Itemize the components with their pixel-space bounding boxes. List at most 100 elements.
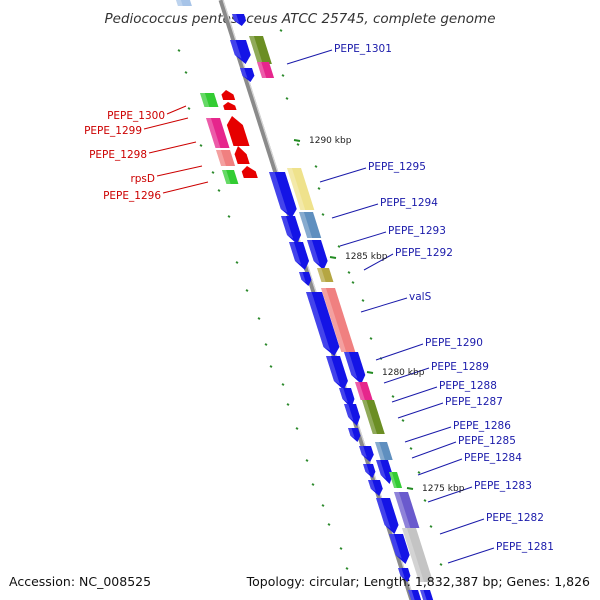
gc-tick [345,567,349,570]
forward-label-leader [411,441,457,459]
forward-label-leader [331,203,379,219]
forward-gene-label: PEPE_1288 [439,380,497,392]
gc-tick [439,563,443,566]
gc-tick [305,459,309,462]
forward-gene-label: PEPE_1287 [445,396,503,408]
forward-gene-label: PEPE_1286 [453,420,511,432]
forward-gene-arrow [398,568,411,582]
gc-tick [317,187,321,190]
gc-tick [177,49,181,52]
position-tick [406,487,414,490]
reverse-gene-label: PEPE_1300 [107,110,165,122]
gc-tick [199,144,203,147]
gc-tick [429,525,433,528]
forward-label-leader [397,402,444,419]
gc-tick [296,143,300,146]
forward-label-leader [447,547,495,564]
gc-tick [401,419,405,422]
reverse-gene-arrow [226,116,250,146]
position-tick [293,139,301,142]
position-label: 1285 kbp [345,252,388,262]
gc-tick [257,317,261,320]
forward-label-leader [427,486,473,503]
forward-gene-arrow [348,428,361,442]
accession-text: Accession: NC_008525 [9,574,151,589]
position-label: 1275 kbp [422,484,465,494]
forward-gene-label: PEPE_1290 [425,337,483,349]
forward-gene-arrow [376,460,393,484]
gc-tick [417,471,421,474]
topology-text: Topology: circular; Length: 1,832,387 bp… [246,574,590,589]
forward-label-leader [404,426,452,443]
gc-tick [321,213,325,216]
reverse-label-leader [143,117,189,130]
forward-gene-label: PEPE_1285 [458,435,516,447]
map-title: Pediococcus pentosaceus ATCC 25745, comp… [105,11,496,27]
reverse-gene-block [216,150,236,166]
gc-tick [314,165,318,168]
gene-block [176,0,192,6]
gc-tick [311,483,315,486]
forward-label-leader [383,367,430,384]
forward-label-leader [286,49,333,65]
forward-gene-arrow [306,292,340,356]
reverse-gene-block [222,170,239,184]
forward-gene-arrow [339,388,355,408]
forward-label-leader [363,253,394,271]
gc-tick [184,71,188,74]
forward-label-leader [417,458,463,476]
reverse-label-leader [156,165,203,177]
reverse-gene-label: PEPE_1296 [103,190,161,202]
gc-tick [285,97,289,100]
forward-gene-arrow [376,498,399,534]
gc-tick [187,107,191,110]
position-labels: 1290 kbp 1285 kbp 1280 kbp 1275 kbp [293,136,465,494]
gc-tick [217,189,221,192]
forward-gene-arrow [359,446,374,462]
forward-gene-arrow [368,480,383,496]
position-tick [366,371,374,374]
forward-gene-block [287,168,315,210]
gc-tick [339,547,343,550]
gene-features [176,0,434,600]
forward-gene-label: PEPE_1293 [388,225,446,237]
forward-gene-block [317,268,334,282]
reverse-gene-label: PEPE_1298 [89,149,147,161]
forward-label-leader [439,518,485,535]
forward-gene-label: PEPE_1295 [368,161,426,173]
forward-gene-block [375,442,393,460]
forward-gene-block [299,212,322,238]
gc-tick [423,499,427,502]
forward-gene-label: PEPE_1282 [486,512,544,524]
gc-tick [281,74,285,77]
gc-tick [351,281,355,284]
reverse-label-leader [166,105,187,115]
forward-gene-block [362,400,385,434]
gc-tick [245,289,249,292]
forward-gene-arrow [344,352,366,384]
forward-gene-label: PEPE_1301 [334,43,392,55]
reverse-gene-label: rpsD [130,173,155,185]
forward-gene-block [420,590,434,600]
reverse-gene-arrow [234,146,250,164]
forward-gene-arrow [289,242,310,270]
gc-tick [369,337,373,340]
forward-label-leader [360,297,408,313]
forward-gene-arrow [344,404,361,426]
forward-gene-arrow [232,14,247,26]
forward-gene-arrow [230,40,251,64]
forward-gene-arrow [299,272,312,286]
reverse-gene-block [200,93,219,107]
forward-label-leader [319,167,367,183]
forward-label-leader [375,343,424,361]
gc-tick [211,171,215,174]
gc-tick [321,504,325,507]
reverse-label-leader [148,141,197,154]
position-label: 1280 kbp [382,368,425,378]
gc-tick [227,215,231,218]
label-leader-lines [143,49,495,564]
forward-gene-block [257,62,275,78]
forward-gene-block [249,36,272,64]
gc-tick [347,271,351,274]
